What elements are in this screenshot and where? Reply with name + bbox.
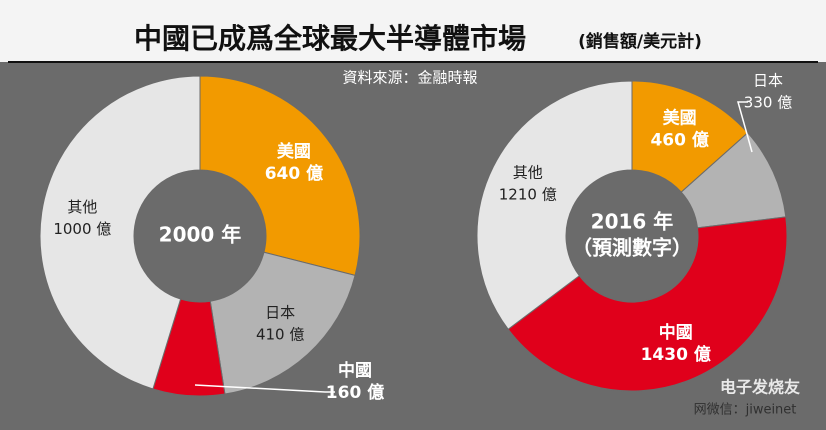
value-label: 1210 億 bbox=[499, 186, 557, 204]
watermark-line: 网微信：jiweinet bbox=[694, 403, 797, 418]
center-label: 2000 年 bbox=[159, 223, 242, 247]
leader-line bbox=[737, 101, 753, 153]
title: 中國已成爲全球最大半導體市場 bbox=[134, 22, 526, 55]
donut-segment bbox=[476, 80, 633, 330]
header-band bbox=[0, 0, 826, 62]
segment-label: 中國 bbox=[338, 360, 372, 381]
segment-label: 美國 bbox=[663, 108, 697, 129]
value-label: 160 億 bbox=[326, 382, 384, 403]
leader-line bbox=[194, 384, 335, 393]
value-label: 1430 億 bbox=[641, 344, 711, 365]
value-label: 330 億 bbox=[744, 94, 792, 112]
subtitle: (銷售額/美元計) bbox=[578, 31, 702, 52]
donut-segment bbox=[39, 75, 201, 390]
donut-segment bbox=[199, 75, 361, 277]
source: 資料來源：金融時報 bbox=[342, 69, 477, 87]
segment-label: 日本 bbox=[265, 303, 295, 321]
watermark-brand: 电子发烧友 bbox=[720, 378, 801, 397]
value-label: 640 億 bbox=[265, 163, 323, 184]
center-label: （預測數字） bbox=[572, 236, 692, 260]
segment-label: 中國 bbox=[659, 322, 693, 343]
value-label: 1000 億 bbox=[53, 220, 111, 238]
center-label: 2016 年 bbox=[591, 210, 674, 234]
segment-label: 其他 bbox=[67, 198, 97, 216]
value-label: 410 億 bbox=[256, 325, 304, 343]
segment-label: 其他 bbox=[513, 164, 543, 182]
donut-segment bbox=[507, 216, 788, 392]
segment-label: 日本 bbox=[753, 72, 783, 90]
value-label: 460 億 bbox=[650, 130, 708, 151]
donut-segment bbox=[209, 251, 356, 395]
segment-label: 美國 bbox=[277, 141, 311, 162]
